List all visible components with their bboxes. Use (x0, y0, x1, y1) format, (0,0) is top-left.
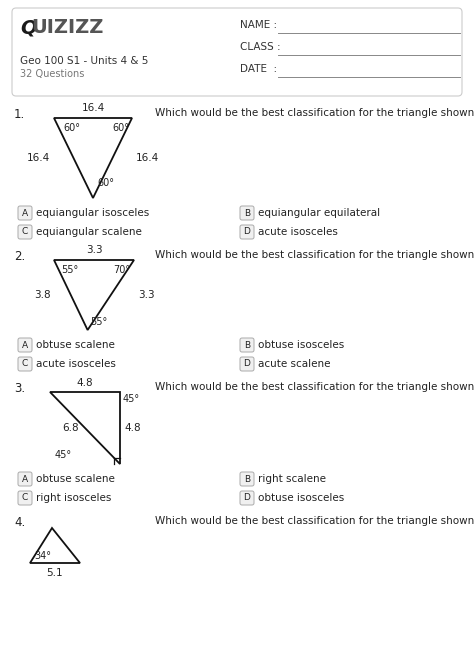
FancyBboxPatch shape (18, 338, 32, 352)
Text: Which would be the best classification for the triangle shown?: Which would be the best classification f… (155, 250, 474, 260)
Text: C: C (22, 494, 28, 502)
Text: right isosceles: right isosceles (36, 493, 111, 503)
Text: 60°: 60° (63, 123, 80, 133)
Text: Geo 100 S1 - Units 4 & 5: Geo 100 S1 - Units 4 & 5 (20, 56, 148, 66)
Text: UIZIZZ: UIZIZZ (31, 18, 103, 37)
Text: 4.: 4. (14, 516, 25, 529)
FancyBboxPatch shape (18, 491, 32, 505)
Text: 4.8: 4.8 (77, 378, 93, 388)
Text: 45°: 45° (55, 450, 72, 460)
FancyBboxPatch shape (18, 225, 32, 239)
Text: 55°: 55° (61, 265, 78, 275)
Text: CLASS :: CLASS : (240, 42, 281, 52)
Text: 2.: 2. (14, 250, 25, 263)
Text: Q: Q (20, 18, 36, 37)
Text: 3.3: 3.3 (86, 245, 102, 255)
Text: Which would be the best classification for the triangle shown?: Which would be the best classification f… (155, 516, 474, 526)
Text: NAME :: NAME : (240, 20, 277, 30)
Text: equiangular scalene: equiangular scalene (36, 227, 142, 237)
Text: 6.8: 6.8 (63, 423, 79, 433)
Text: C: C (22, 360, 28, 368)
Text: acute scalene: acute scalene (258, 359, 330, 369)
Text: 70°: 70° (113, 265, 130, 275)
Text: 4.8: 4.8 (124, 423, 141, 433)
FancyBboxPatch shape (240, 357, 254, 371)
Text: 1.: 1. (14, 108, 25, 121)
Text: C: C (22, 228, 28, 237)
Text: right scalene: right scalene (258, 474, 326, 484)
Text: 55°: 55° (91, 317, 108, 327)
FancyBboxPatch shape (240, 338, 254, 352)
Text: B: B (244, 208, 250, 218)
Text: 16.4: 16.4 (27, 153, 50, 163)
Text: D: D (244, 360, 250, 368)
Text: D: D (244, 228, 250, 237)
Text: obtuse scalene: obtuse scalene (36, 474, 115, 484)
Text: obtuse isosceles: obtuse isosceles (258, 340, 344, 350)
Text: B: B (244, 340, 250, 350)
Text: 60°: 60° (97, 178, 114, 188)
Text: Which would be the best classification for the triangle shown?: Which would be the best classification f… (155, 108, 474, 118)
Text: 32 Questions: 32 Questions (20, 69, 84, 79)
Text: D: D (244, 494, 250, 502)
Text: acute isosceles: acute isosceles (36, 359, 116, 369)
Text: A: A (22, 208, 28, 218)
FancyBboxPatch shape (240, 206, 254, 220)
Text: A: A (22, 340, 28, 350)
FancyBboxPatch shape (18, 206, 32, 220)
Text: 60°: 60° (112, 123, 129, 133)
Text: obtuse isosceles: obtuse isosceles (258, 493, 344, 503)
Text: equiangular isosceles: equiangular isosceles (36, 208, 149, 218)
Text: equiangular equilateral: equiangular equilateral (258, 208, 380, 218)
FancyBboxPatch shape (240, 472, 254, 486)
FancyBboxPatch shape (18, 472, 32, 486)
Text: obtuse scalene: obtuse scalene (36, 340, 115, 350)
Text: DATE  :: DATE : (240, 64, 277, 74)
FancyBboxPatch shape (240, 225, 254, 239)
Text: 16.4: 16.4 (136, 153, 159, 163)
Text: 16.4: 16.4 (82, 103, 105, 113)
Text: acute isosceles: acute isosceles (258, 227, 338, 237)
FancyBboxPatch shape (18, 357, 32, 371)
Text: 5.1: 5.1 (46, 568, 64, 578)
Text: 3.8: 3.8 (35, 290, 51, 300)
Text: 34°: 34° (34, 551, 51, 561)
Text: 3.3: 3.3 (138, 290, 155, 300)
Text: B: B (244, 474, 250, 484)
Text: 45°: 45° (123, 394, 140, 404)
Text: A: A (22, 474, 28, 484)
Text: Which would be the best classification for the triangle shown?: Which would be the best classification f… (155, 382, 474, 392)
FancyBboxPatch shape (240, 491, 254, 505)
Text: 3.: 3. (14, 382, 25, 395)
